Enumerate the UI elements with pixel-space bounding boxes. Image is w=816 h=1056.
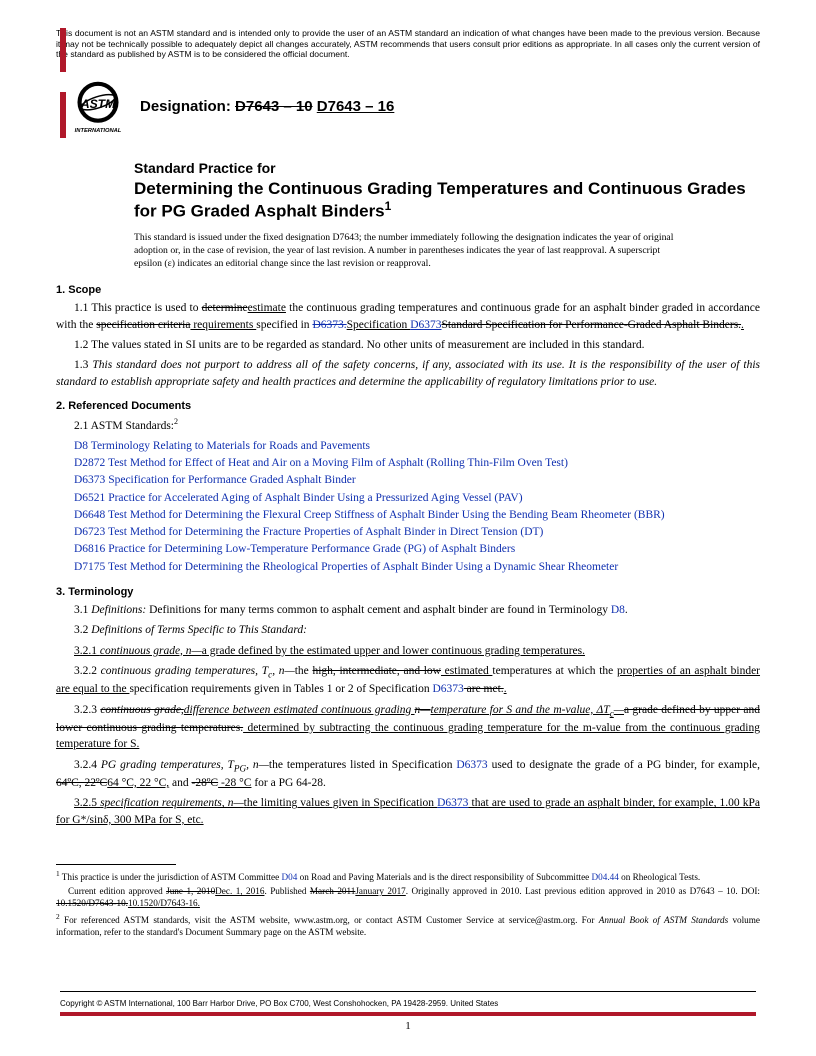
ref-row: D6373 Specification for Performance Grad… bbox=[74, 472, 760, 489]
ref-title-link[interactable]: Practice for Accelerated Aging of Asphal… bbox=[108, 492, 522, 504]
para-3-2-4: 3.2.4 PG grading temperatures, TPG, n—th… bbox=[56, 757, 760, 792]
link-d8[interactable]: D8 bbox=[611, 604, 625, 616]
para-3-2: 3.2 Definitions of Terms Specific to Thi… bbox=[56, 622, 760, 638]
link-d04[interactable]: D04 bbox=[282, 872, 298, 882]
ref-row: D6521 Practice for Accelerated Aging of … bbox=[74, 490, 760, 507]
para-3-2-3: 3.2.3 continuous grade,difference betwee… bbox=[56, 702, 760, 753]
ref-title-link[interactable]: Practice for Determining Low-Temperature… bbox=[108, 543, 515, 555]
para-3-1: 3.1 Definitions: Definitions for many te… bbox=[56, 602, 760, 618]
ref-code-link[interactable]: D6648 bbox=[74, 509, 105, 521]
designation-label: Designation: bbox=[140, 98, 235, 115]
ref-title-link[interactable]: Test Method for Determining the Rheologi… bbox=[108, 561, 618, 573]
top-disclaimer: This document is not an ASTM standard an… bbox=[56, 28, 760, 60]
link-d6373-d[interactable]: D6373 bbox=[456, 759, 487, 771]
designation-old: D7643 – 10 bbox=[235, 98, 313, 115]
ref-code-link[interactable]: D6373 bbox=[74, 474, 105, 486]
designation-line: Designation: D7643 – 10 D7643 – 16 bbox=[140, 98, 394, 115]
link-d6373-b[interactable]: D6373 bbox=[410, 319, 441, 331]
section-3-head: 3. Terminology bbox=[56, 586, 760, 598]
para-2-1: 2.1 ASTM Standards:2 bbox=[56, 416, 760, 434]
link-d6373-c[interactable]: D6373 bbox=[432, 683, 463, 695]
ref-row: D6648 Test Method for Determining the Fl… bbox=[74, 507, 760, 524]
title-footnote-marker: 1 bbox=[385, 199, 392, 213]
section-1-head: 1. Scope bbox=[56, 284, 760, 296]
ref-row: D2872 Test Method for Effect of Heat and… bbox=[74, 455, 760, 472]
ref-row: D7175 Test Method for Determining the Rh… bbox=[74, 559, 760, 576]
red-accent-bar-title bbox=[60, 92, 66, 138]
ref-code-link[interactable]: D6521 bbox=[74, 492, 105, 504]
red-accent-bar-top bbox=[60, 28, 66, 72]
link-d6373-a[interactable]: D6373. bbox=[312, 319, 346, 331]
ref-code-link[interactable]: D2872 bbox=[74, 457, 105, 469]
para-1-1: 1.1 This practice is used to determinees… bbox=[56, 300, 760, 333]
header-row: ASTM INTERNATIONAL Designation: D7643 – … bbox=[70, 78, 760, 134]
issuance-note: This standard is issued under the fixed … bbox=[134, 232, 682, 270]
ref-row: D6723 Test Method for Determining the Fr… bbox=[74, 524, 760, 541]
footnote-divider bbox=[56, 864, 176, 865]
ref-row: D8 Terminology Relating to Materials for… bbox=[74, 438, 760, 455]
astm-logo: ASTM INTERNATIONAL bbox=[70, 78, 126, 134]
document-title: Determining the Continuous Grading Tempe… bbox=[134, 178, 760, 222]
section-2-head: 2. Referenced Documents bbox=[56, 400, 760, 412]
ref-code-link[interactable]: D6723 bbox=[74, 526, 105, 538]
para-1-3: 1.3 This standard does not purport to ad… bbox=[56, 357, 760, 390]
page: This document is not an ASTM standard an… bbox=[0, 0, 816, 1056]
link-d04-44[interactable]: D04.44 bbox=[592, 872, 619, 882]
title-label: Standard Practice for bbox=[134, 160, 760, 176]
ref-code-link[interactable]: D8 bbox=[74, 440, 88, 452]
page-number: 1 bbox=[0, 1020, 816, 1032]
designation-new: D7643 – 16 bbox=[317, 98, 395, 115]
ref-title-link[interactable]: Specification for Performance Graded Asp… bbox=[108, 474, 356, 486]
red-accent-bar-bottom bbox=[60, 1012, 756, 1016]
footnote-2: 2 For referenced ASTM standards, visit t… bbox=[56, 912, 760, 939]
para-3-2-1: 3.2.1 continuous grade, n—3.2.1 continuo… bbox=[56, 643, 760, 659]
copyright-rule bbox=[60, 991, 756, 992]
ref-code-link[interactable]: D6816 bbox=[74, 543, 105, 555]
ref-title-link[interactable]: Test Method for Determining the Fracture… bbox=[108, 526, 543, 538]
para-1-2: 1.2 The values stated in SI units are to… bbox=[56, 337, 760, 353]
referenced-docs-list: D8 Terminology Relating to Materials for… bbox=[74, 438, 760, 576]
ref-code-link[interactable]: D7175 bbox=[74, 561, 105, 573]
ref-title-link[interactable]: Terminology Relating to Materials for Ro… bbox=[91, 440, 370, 452]
svg-text:ASTM: ASTM bbox=[80, 97, 116, 111]
footnote-1b: Current edition approved June 1, 2010Dec… bbox=[56, 886, 760, 910]
link-d6373-e[interactable]: D6373 bbox=[437, 797, 468, 809]
ref-row: D6816 Practice for Determining Low-Tempe… bbox=[74, 541, 760, 558]
svg-text:INTERNATIONAL: INTERNATIONAL bbox=[75, 128, 122, 134]
footnote-1: 1 This practice is under the jurisdictio… bbox=[56, 869, 760, 884]
title-block: Standard Practice for Determining the Co… bbox=[134, 160, 760, 222]
copyright-text: Copyright © ASTM International, 100 Barr… bbox=[60, 999, 498, 1008]
ref-title-link[interactable]: Test Method for Effect of Heat and Air o… bbox=[108, 457, 568, 469]
ref-title-link[interactable]: Test Method for Determining the Flexural… bbox=[108, 509, 665, 521]
para-3-2-2: 3.2.2 continuous grading temperatures, T… bbox=[56, 663, 760, 698]
para-3-2-5: 3.2.5 specification requirements, n—the … bbox=[56, 795, 760, 828]
